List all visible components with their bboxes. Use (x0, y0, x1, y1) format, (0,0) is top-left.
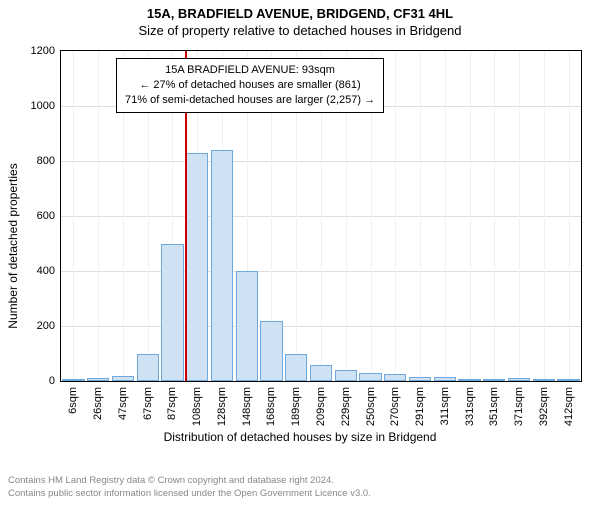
histogram-bar (62, 379, 84, 381)
y-tick-label: 400 (37, 265, 55, 277)
annotation-line: 71% of semi-detached houses are larger (… (125, 93, 375, 108)
x-tick-label: 351sqm (488, 387, 500, 426)
page-subtitle: Size of property relative to detached ho… (0, 23, 600, 38)
gridline-v (73, 51, 74, 381)
histogram-bar (533, 379, 555, 381)
x-tick-label: 311sqm (439, 387, 451, 425)
x-tick-label: 291sqm (414, 387, 426, 426)
histogram-bar (434, 377, 456, 381)
histogram-bar (335, 370, 357, 381)
y-tick-label: 1000 (31, 100, 55, 112)
footer-line-2: Contains public sector information licen… (8, 488, 371, 500)
x-tick-label: 108sqm (191, 387, 203, 426)
y-tick-label: 800 (37, 155, 55, 167)
x-tick-label: 392sqm (538, 387, 550, 426)
gridline-v (470, 51, 471, 381)
chart-container: Number of detached properties 0200400600… (0, 46, 600, 446)
histogram-bar (483, 379, 505, 381)
x-tick-label: 6sqm (67, 387, 79, 414)
histogram-bar (211, 150, 233, 381)
histogram-bar (236, 271, 258, 381)
x-tick-label: 412sqm (563, 387, 575, 426)
gridline-v (98, 51, 99, 381)
gridline-v (420, 51, 421, 381)
footer-attribution: Contains HM Land Registry data © Crown c… (8, 475, 371, 500)
annotation-line: 15A BRADFIELD AVENUE: 93sqm (125, 63, 375, 78)
x-tick-label: 270sqm (389, 387, 401, 426)
histogram-bar (508, 378, 530, 381)
x-tick-label: 87sqm (166, 387, 178, 420)
y-axis-label: Number of detached properties (6, 163, 20, 328)
x-tick-label: 189sqm (290, 387, 302, 426)
y-tick-label: 0 (49, 375, 55, 387)
histogram-bar (112, 376, 134, 382)
x-tick-label: 148sqm (241, 387, 253, 426)
gridline-v (519, 51, 520, 381)
plot-area: 0200400600800100012006sqm26sqm47sqm67sqm… (60, 50, 582, 382)
histogram-bar (87, 378, 109, 381)
gridline-v (395, 51, 396, 381)
page-title: 15A, BRADFIELD AVENUE, BRIDGEND, CF31 4H… (0, 6, 600, 21)
x-axis-label: Distribution of detached houses by size … (0, 430, 600, 444)
gridline-v (569, 51, 570, 381)
histogram-bar (458, 379, 480, 381)
x-tick-label: 331sqm (464, 387, 476, 426)
histogram-bar (359, 373, 381, 381)
histogram-bar (186, 153, 208, 381)
histogram-bar (161, 244, 183, 382)
gridline-v (494, 51, 495, 381)
gridline-v (445, 51, 446, 381)
histogram-bar (137, 354, 159, 382)
y-tick-label: 1200 (31, 45, 55, 57)
gridline-v (544, 51, 545, 381)
histogram-bar (557, 379, 579, 381)
x-tick-label: 371sqm (513, 387, 525, 426)
x-tick-label: 67sqm (142, 387, 154, 420)
histogram-bar (285, 354, 307, 382)
y-tick-label: 600 (37, 210, 55, 222)
y-tick-label: 200 (37, 320, 55, 332)
x-tick-label: 47sqm (117, 387, 129, 420)
histogram-bar (384, 374, 406, 381)
histogram-bar (260, 321, 282, 382)
histogram-bar (409, 377, 431, 381)
histogram-bar (310, 365, 332, 382)
x-tick-label: 209sqm (315, 387, 327, 426)
footer-line-1: Contains HM Land Registry data © Crown c… (8, 475, 371, 487)
x-tick-label: 26sqm (92, 387, 104, 420)
x-tick-label: 229sqm (340, 387, 352, 426)
x-tick-label: 168sqm (265, 387, 277, 426)
annotation-box: 15A BRADFIELD AVENUE: 93sqm← 27% of deta… (116, 58, 384, 113)
annotation-line: ← 27% of detached houses are smaller (86… (125, 78, 375, 93)
x-tick-label: 128sqm (216, 387, 228, 426)
x-tick-label: 250sqm (365, 387, 377, 426)
